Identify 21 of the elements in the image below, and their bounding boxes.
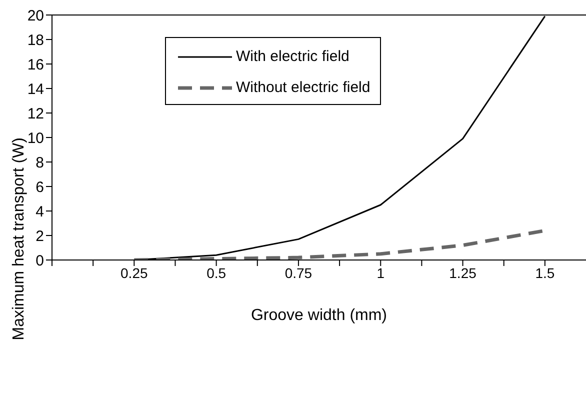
x-tick-label: 1.5 (535, 264, 555, 281)
y-tick-label: 12 (27, 105, 44, 122)
y-tick-label: 6 (36, 178, 44, 196)
legend-label: With electric field (236, 48, 350, 65)
x-tick-label: 0.25 (120, 264, 148, 281)
y-tick-label: 0 (36, 252, 44, 270)
y-tick-label: 20 (27, 7, 44, 24)
x-tick-label: 1.25 (449, 264, 477, 281)
x-tick-label: 0.5 (206, 264, 226, 281)
y-tick-label: 4 (36, 203, 44, 220)
legend-label: Without electric field (236, 79, 370, 96)
y-axis-title: Maximum heat transport (W) (10, 138, 28, 340)
y-tick-label: 10 (27, 130, 44, 147)
y-tick-label: 14 (27, 80, 44, 98)
y-tick-label: 18 (27, 32, 44, 49)
x-axis-title: Groove width (mm) (250, 307, 388, 324)
x-tick-label: 1 (376, 264, 385, 281)
y-tick-label: 16 (27, 56, 44, 74)
y-tick-label: 8 (36, 154, 44, 172)
y-tick-label: 2 (36, 228, 44, 245)
x-tick-label: 0.75 (284, 264, 312, 281)
